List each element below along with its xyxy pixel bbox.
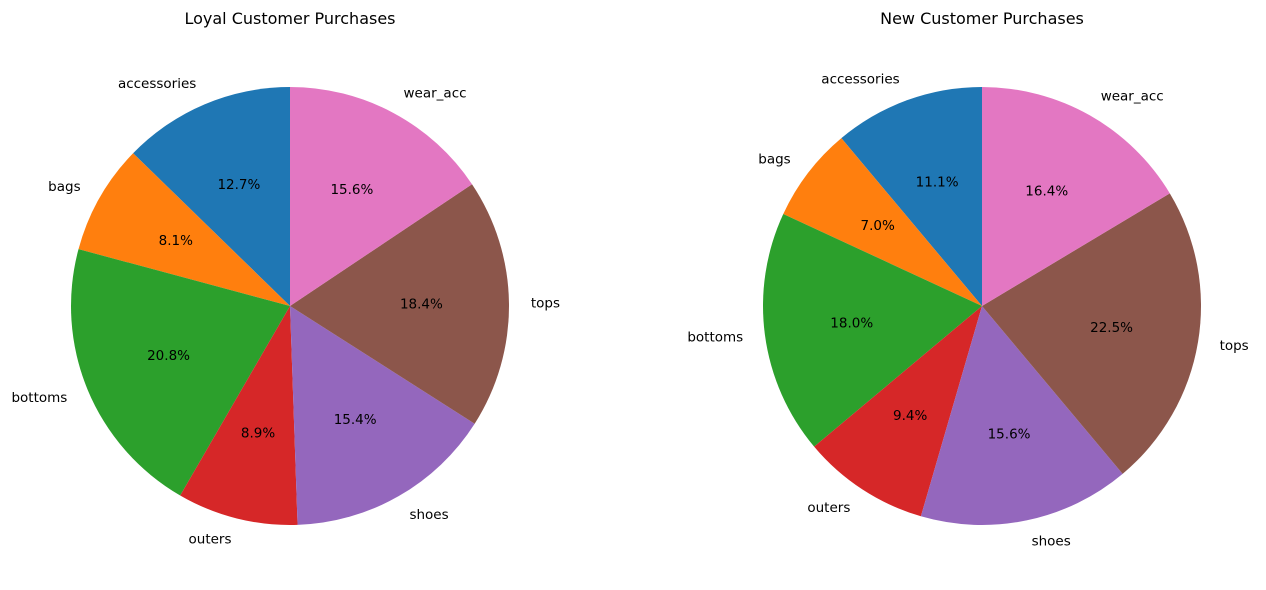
labels: 12.7% accessories 8.1% bags 20.8% bottoms 8.9%… (11, 76, 560, 548)
slice-percent-label: 18.0% (830, 315, 873, 331)
pie-chart-2: New Customer Purchases 11.1% accessories 7.… (687, 9, 1248, 550)
pie-slice-wear_acc (290, 87, 473, 306)
pie-slice-tops (982, 193, 1201, 474)
pie-slice-tops (290, 184, 510, 424)
chart-title: New Customer Purchases (880, 9, 1084, 28)
pie-slice-bottoms (71, 249, 290, 496)
slice-category-label: bottoms (11, 390, 67, 406)
slice-category-label: bags (758, 152, 790, 168)
pie-slice-wear_acc (982, 86, 1170, 306)
slice-percent-label: 15.6% (330, 182, 373, 198)
pie-slice-outers (180, 306, 298, 526)
slice-category-label: shoes (1032, 534, 1071, 550)
slice-category-label: outers (189, 532, 232, 548)
slice-category-label: bags (48, 179, 80, 195)
slice-percent-label: 15.6% (988, 427, 1031, 443)
slice-category-label: outers (807, 500, 850, 516)
slice-category-label: wear_acc (1101, 88, 1164, 104)
pie-slice-bottoms (763, 214, 982, 447)
slice-percent-label: 16.4% (1025, 184, 1068, 200)
slice-percent-label: 8.9% (241, 425, 275, 441)
labels: 11.1% accessories 7.0% bags 18.0% bottoms 9.4%… (687, 72, 1248, 550)
pie-slice-bags (78, 153, 290, 306)
slice-percent-label: 7.0% (861, 218, 895, 234)
slice-percent-label: 9.4% (893, 408, 927, 424)
slice-percent-label: 22.5% (1090, 320, 1133, 336)
chart-title: Loyal Customer Purchases (184, 9, 395, 28)
slice-percent-label: 11.1% (916, 175, 959, 191)
slice-category-label: accessories (821, 72, 899, 88)
slice-percent-label: 18.4% (400, 297, 443, 313)
slice-percent-label: 15.4% (334, 412, 377, 428)
pie-chart-1: Loyal Customer Purchases 12.7% accessories… (11, 9, 560, 548)
pie-slice-outers (814, 306, 982, 517)
slice-category-label: tops (1220, 338, 1249, 354)
slice-category-label: bottoms (687, 330, 743, 346)
pie-slice-accessories (841, 87, 982, 306)
pie-slice-accessories (133, 87, 290, 306)
slice-percent-label: 12.7% (217, 177, 260, 193)
pie-slice-shoes (920, 306, 1123, 525)
slice-category-label: accessories (118, 76, 196, 92)
slice-category-label: shoes (409, 507, 448, 523)
slice-percent-label: 20.8% (147, 348, 190, 364)
slice-category-label: wear_acc (404, 86, 467, 102)
pie-slice-bags (783, 138, 982, 306)
pie-slice-shoes (290, 306, 475, 525)
slice-category-label: tops (531, 295, 560, 311)
slice-percent-label: 8.1% (159, 233, 193, 249)
